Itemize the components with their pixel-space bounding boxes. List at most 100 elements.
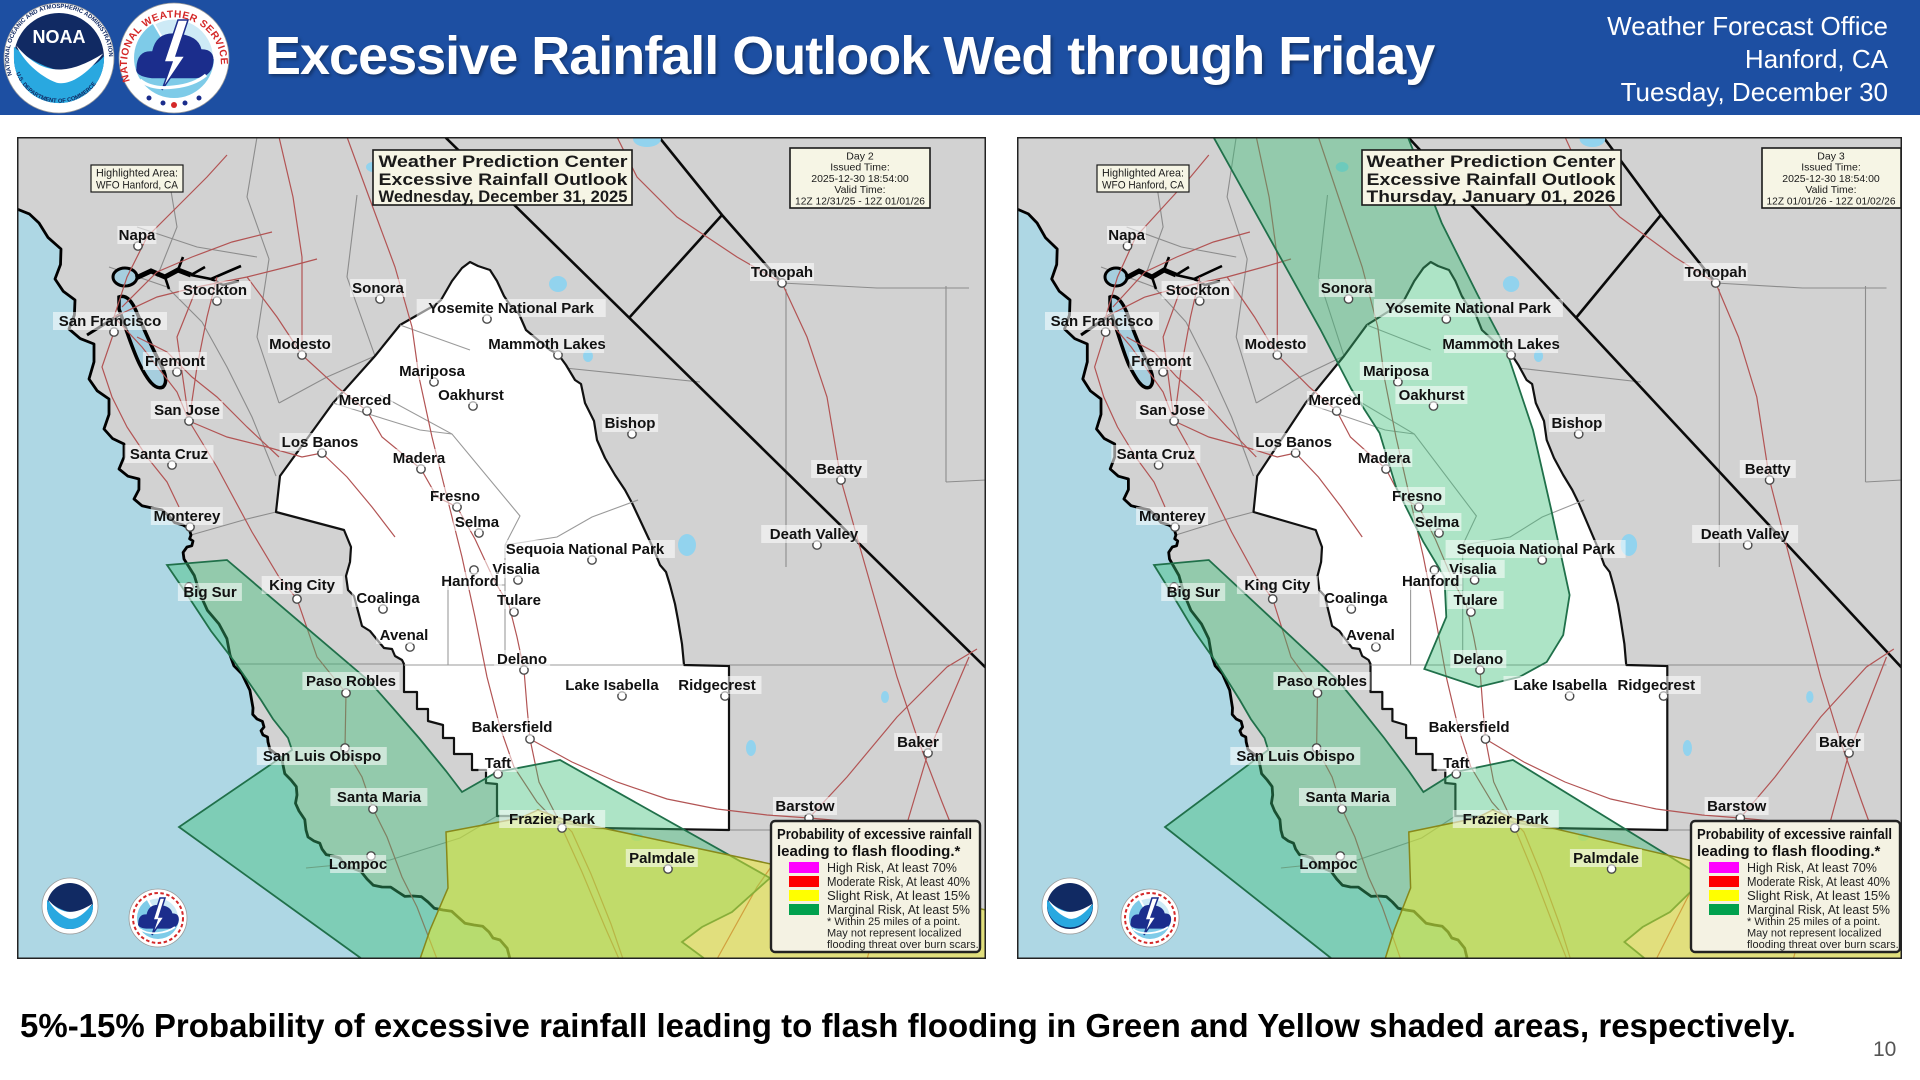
svg-text:Ridgecrest: Ridgecrest	[1618, 677, 1696, 694]
svg-text:High Risk, At least 70%: High Risk, At least 70%	[1747, 861, 1877, 875]
svg-text:Probability of excessive rainf: Probability of excessive rainfall	[1697, 826, 1892, 843]
svg-text:Lompoc: Lompoc	[1299, 856, 1357, 873]
svg-text:Death Valley: Death Valley	[770, 526, 859, 543]
svg-text:Mariposa: Mariposa	[1363, 363, 1430, 380]
svg-text:Weather Prediction Center: Weather Prediction Center	[1367, 152, 1616, 171]
svg-text:Marginal Risk, At least 5%: Marginal Risk, At least 5%	[1747, 903, 1890, 917]
svg-text:Frazier Park: Frazier Park	[1463, 811, 1550, 828]
svg-text:Sonora: Sonora	[352, 280, 404, 297]
svg-text:flooding threat over burn scar: flooding threat over burn scars.	[827, 939, 979, 951]
svg-text:Thursday, January 01, 2026: Thursday, January 01, 2026	[1367, 187, 1616, 206]
svg-text:Yosemite National Park: Yosemite National Park	[428, 300, 594, 317]
svg-text:Los Banos: Los Banos	[1255, 434, 1332, 451]
svg-text:Santa Cruz: Santa Cruz	[1117, 446, 1195, 463]
svg-text:Marginal Risk, At least 5%: Marginal Risk, At least 5%	[827, 903, 970, 917]
svg-text:May not represent localized: May not represent localized	[1747, 928, 1882, 940]
svg-text:Tulare: Tulare	[497, 592, 541, 609]
svg-text:Taft: Taft	[485, 755, 511, 772]
svg-text:Bakersfield: Bakersfield	[1429, 719, 1510, 736]
svg-text:Selma: Selma	[455, 514, 500, 531]
svg-text:Delano: Delano	[497, 651, 547, 668]
svg-text:Beatty: Beatty	[1745, 461, 1792, 478]
svg-text:Excessive Rainfall Outlook: Excessive Rainfall Outlook	[379, 170, 629, 189]
svg-text:2025-12-30 18:54:00: 2025-12-30 18:54:00	[1782, 173, 1880, 185]
svg-text:Excessive Rainfall Outlook: Excessive Rainfall Outlook	[1367, 170, 1617, 189]
svg-text:Slight Risk, At least 15%: Slight Risk, At least 15%	[1747, 889, 1890, 903]
svg-text:Weather Prediction Center: Weather Prediction Center	[379, 152, 628, 171]
svg-text:Baker: Baker	[1819, 734, 1861, 751]
svg-text:Tonopah: Tonopah	[751, 264, 813, 281]
svg-text:Mammoth Lakes: Mammoth Lakes	[488, 336, 606, 353]
svg-text:Issued Time:: Issued Time:	[830, 162, 890, 174]
svg-text:Santa Cruz: Santa Cruz	[130, 446, 208, 463]
svg-text:Lompoc: Lompoc	[329, 856, 387, 873]
svg-text:Bakersfield: Bakersfield	[472, 719, 553, 736]
svg-text:Sequoia National Park: Sequoia National Park	[1457, 541, 1616, 558]
svg-text:Visalia: Visalia	[492, 561, 540, 578]
svg-text:Beatty: Beatty	[816, 461, 863, 478]
svg-text:Mammoth Lakes: Mammoth Lakes	[1442, 336, 1560, 353]
svg-text:Moderate Risk, At least 40%: Moderate Risk, At least 40%	[827, 875, 970, 889]
svg-text:Highlighted Area:: Highlighted Area:	[96, 168, 178, 180]
svg-text:Sequoia National Park: Sequoia National Park	[506, 541, 665, 558]
svg-text:Fresno: Fresno	[430, 488, 480, 505]
svg-text:Hanford: Hanford	[441, 573, 499, 590]
svg-text:San Jose: San Jose	[1139, 402, 1205, 419]
svg-text:Los Banos: Los Banos	[282, 434, 359, 451]
svg-text:Lake Isabella: Lake Isabella	[1514, 677, 1608, 694]
svg-text:Sonora: Sonora	[1321, 280, 1373, 297]
svg-text:Bishop: Bishop	[1551, 415, 1602, 432]
svg-text:Death Valley: Death Valley	[1701, 526, 1790, 543]
svg-text:Frazier Park: Frazier Park	[509, 811, 596, 828]
svg-text:Taft: Taft	[1443, 755, 1469, 772]
svg-text:Bishop: Bishop	[605, 415, 656, 432]
svg-text:Modesto: Modesto	[269, 336, 331, 353]
svg-text:Monterey: Monterey	[154, 508, 221, 525]
svg-text:Probability of excessive rainf: Probability of excessive rainfall	[777, 826, 972, 843]
svg-text:Ridgecrest: Ridgecrest	[678, 677, 756, 694]
svg-text:leading to flash flooding.*: leading to flash flooding.*	[1697, 843, 1880, 860]
svg-text:Oakhurst: Oakhurst	[438, 387, 504, 404]
svg-text:Coalinga: Coalinga	[1324, 590, 1388, 607]
svg-text:San Francisco: San Francisco	[59, 313, 162, 330]
svg-text:Day 3: Day 3	[1817, 151, 1845, 163]
svg-text:Delano: Delano	[1453, 651, 1503, 668]
svg-text:San Jose: San Jose	[154, 402, 220, 419]
svg-text:Stockton: Stockton	[183, 282, 247, 299]
svg-text:Modesto: Modesto	[1245, 336, 1307, 353]
svg-text:Palmdale: Palmdale	[1573, 850, 1639, 867]
svg-text:Baker: Baker	[897, 734, 939, 751]
svg-text:Palmdale: Palmdale	[629, 850, 695, 867]
svg-text:Fremont: Fremont	[1131, 353, 1191, 370]
svg-text:King City: King City	[269, 577, 335, 594]
svg-text:12Z 12/31/25 - 12Z 01/01/26: 12Z 12/31/25 - 12Z 01/01/26	[795, 195, 925, 207]
svg-text:Stockton: Stockton	[1166, 282, 1230, 299]
svg-text:Yosemite National Park: Yosemite National Park	[1385, 300, 1551, 317]
svg-text:Valid Time:: Valid Time:	[834, 184, 885, 196]
svg-text:Big Sur: Big Sur	[1167, 584, 1220, 601]
svg-text:Valid Time:: Valid Time:	[1805, 184, 1856, 196]
svg-text:NOAA: NOAA	[33, 27, 86, 47]
svg-text:WFO Hanford, CA: WFO Hanford, CA	[96, 180, 179, 192]
svg-text:Madera: Madera	[1358, 450, 1411, 467]
svg-text:Merced: Merced	[339, 392, 392, 409]
svg-text:Lake Isabella: Lake Isabella	[565, 677, 659, 694]
svg-text:Napa: Napa	[1108, 227, 1145, 244]
svg-text:2025-12-30 18:54:00: 2025-12-30 18:54:00	[811, 173, 909, 185]
svg-text:High Risk, At least 70%: High Risk, At least 70%	[827, 861, 957, 875]
svg-text:San Luis Obispo: San Luis Obispo	[1236, 748, 1354, 765]
svg-text:Paso Robles: Paso Robles	[306, 673, 396, 690]
svg-text:Merced: Merced	[1309, 392, 1362, 409]
svg-text:King City: King City	[1244, 577, 1310, 594]
svg-text:* Within 25 miles of a point.: * Within 25 miles of a point.	[827, 916, 960, 928]
svg-text:Hanford: Hanford	[1402, 573, 1460, 590]
svg-text:Fresno: Fresno	[1392, 488, 1442, 505]
svg-text:Barstow: Barstow	[775, 798, 835, 815]
svg-text:Avenal: Avenal	[380, 627, 429, 644]
svg-text:Highlighted Area:: Highlighted Area:	[1102, 168, 1184, 180]
svg-text:Napa: Napa	[119, 227, 156, 244]
svg-text:Barstow: Barstow	[1707, 798, 1767, 815]
svg-text:12Z 01/01/26 - 12Z 01/02/26: 12Z 01/01/26 - 12Z 01/02/26	[1767, 195, 1896, 207]
svg-text:Tonopah: Tonopah	[1685, 264, 1747, 281]
svg-text:Fremont: Fremont	[145, 353, 205, 370]
